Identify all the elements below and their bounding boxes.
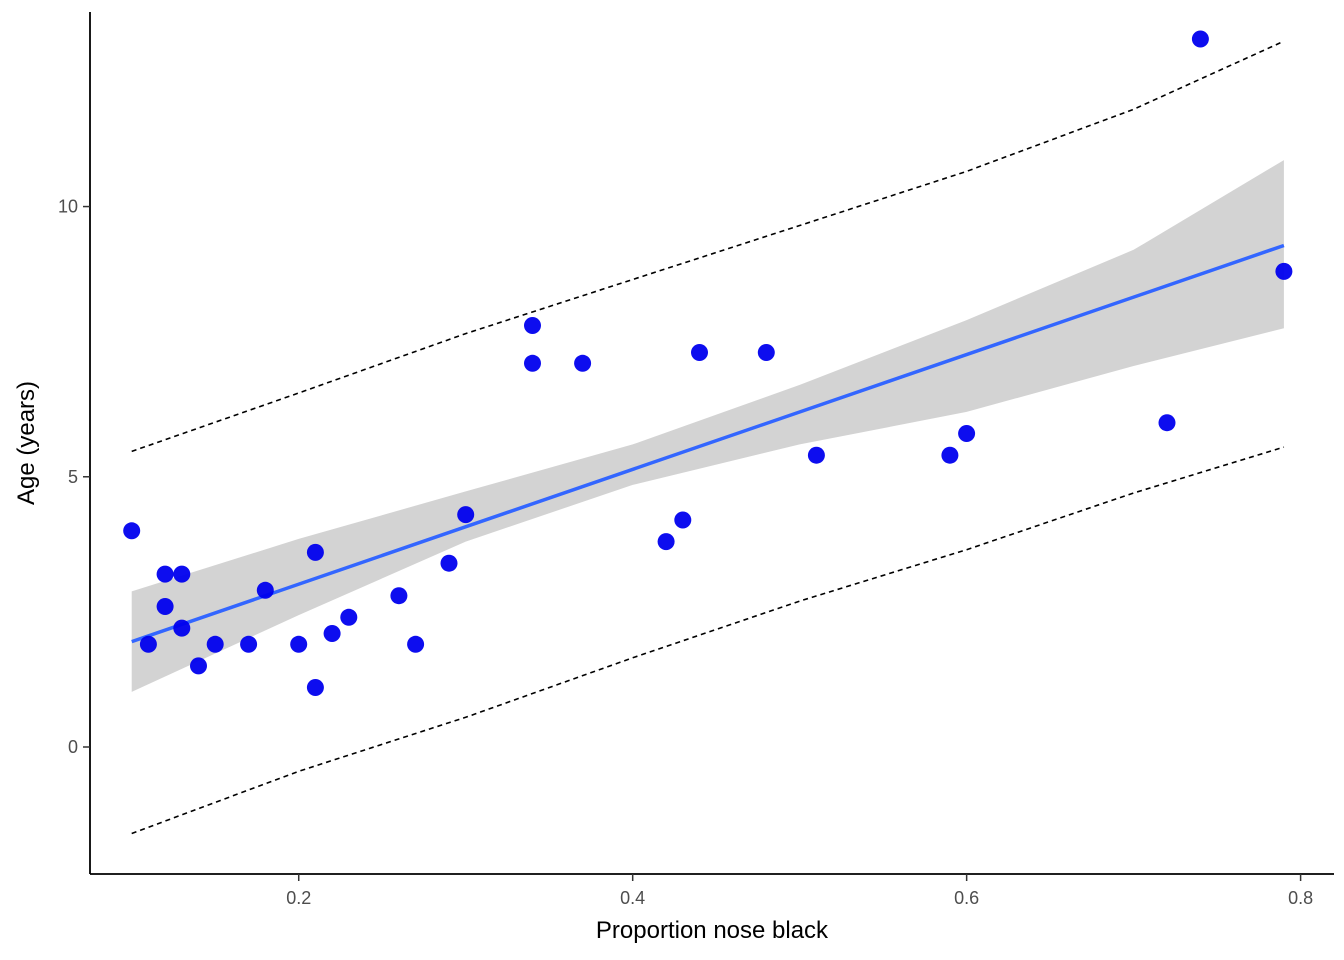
confidence-band-layer — [131, 160, 1284, 692]
prediction-interval-layer — [131, 40, 1285, 835]
data-point — [524, 354, 541, 372]
x-tick-label: 0.8 — [1288, 888, 1313, 908]
data-point — [1191, 30, 1209, 48]
data-point — [156, 565, 174, 583]
data-point — [173, 565, 191, 583]
regression-line-layer — [131, 243, 1285, 644]
data-points-layer — [123, 30, 1293, 696]
data-point — [757, 344, 775, 361]
y-tick-label: 5 — [68, 467, 78, 487]
data-point — [323, 625, 341, 642]
x-tick-label: 0.6 — [954, 888, 979, 908]
data-point — [173, 619, 191, 637]
data-point — [407, 635, 425, 653]
x-tick-label: 0.2 — [286, 888, 311, 908]
y-tick-label: 0 — [68, 737, 78, 757]
data-point — [240, 635, 258, 653]
data-point — [524, 317, 541, 334]
data-point — [306, 679, 324, 696]
data-point — [139, 635, 157, 653]
prediction-interval-upper — [131, 40, 1285, 453]
x-tick-label: 0.4 — [620, 888, 645, 908]
data-point — [156, 598, 174, 615]
data-point — [691, 344, 708, 361]
data-point — [657, 533, 675, 551]
data-point — [190, 657, 207, 675]
data-point — [340, 608, 358, 626]
confidence-band — [131, 160, 1284, 692]
data-point — [1275, 262, 1293, 280]
data-point — [256, 581, 274, 599]
data-point — [807, 446, 825, 464]
data-point — [574, 354, 592, 372]
x-axis-title: Proportion nose black — [596, 917, 829, 944]
prediction-interval-lower — [131, 446, 1285, 835]
data-point — [1158, 414, 1176, 432]
data-point — [306, 543, 324, 561]
data-point — [390, 587, 408, 605]
data-point — [440, 554, 458, 572]
data-point — [941, 446, 959, 464]
data-point — [958, 425, 976, 442]
y-axis-title: Age (years) — [13, 381, 40, 505]
regression-line — [131, 243, 1285, 644]
data-point — [123, 522, 141, 540]
data-point — [674, 511, 692, 529]
y-tick-label: 10 — [58, 197, 78, 217]
data-point — [290, 635, 308, 653]
data-point — [457, 506, 475, 524]
axes-layer: 0.2 0.4 0.6 0.8 0 5 10 — [58, 12, 1334, 908]
data-point — [206, 635, 224, 653]
